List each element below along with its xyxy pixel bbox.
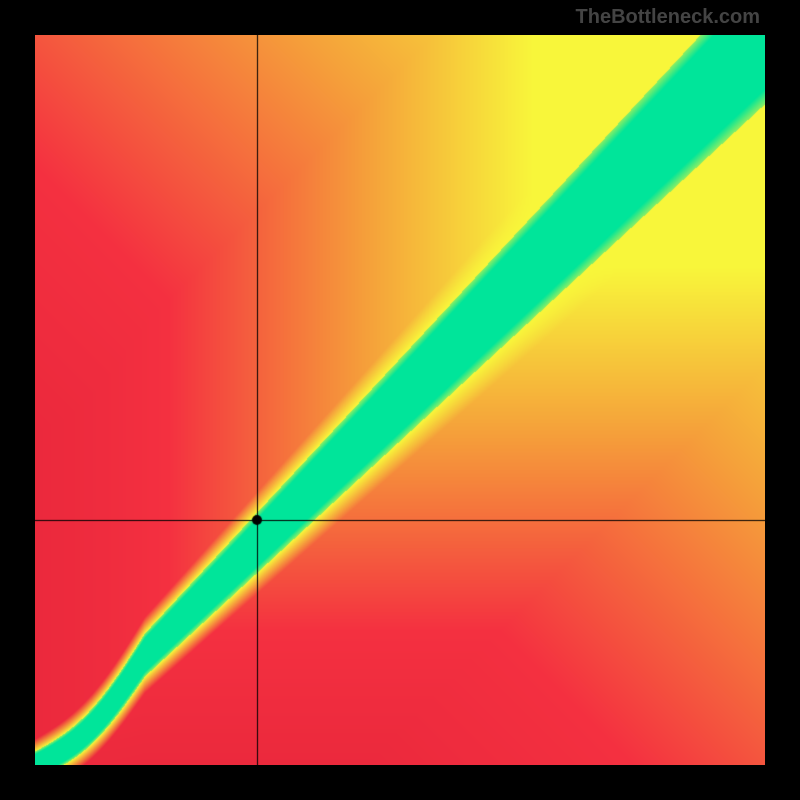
watermark-text: TheBottleneck.com xyxy=(576,6,760,29)
chart-container: TheBottleneck.com xyxy=(0,0,800,800)
plot-area xyxy=(35,35,765,765)
heatmap-canvas xyxy=(35,35,765,765)
